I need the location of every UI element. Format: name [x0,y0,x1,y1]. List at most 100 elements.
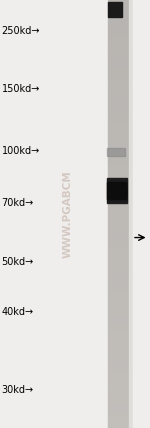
Bar [108,64,131,66]
Bar [108,103,131,105]
Bar [108,178,131,180]
Bar [108,111,131,113]
Bar [108,280,131,282]
Bar [107,148,125,156]
Bar [108,381,131,383]
Bar [108,36,131,39]
Bar [108,357,131,360]
Bar [108,17,131,19]
Bar [108,68,131,71]
Bar [108,197,131,199]
Bar [107,198,127,199]
Bar [108,96,131,98]
Bar [107,199,127,200]
Text: 250kd→: 250kd→ [2,26,40,36]
Bar [108,293,131,295]
Bar [108,330,131,332]
Bar [129,0,131,428]
Bar [108,0,131,2]
Bar [108,362,131,364]
Bar [107,185,127,186]
Bar [108,334,131,336]
Bar [108,379,131,381]
Bar [107,186,127,187]
Bar [108,39,131,41]
Bar [108,231,131,233]
Bar [108,338,131,340]
Bar [107,188,127,189]
Bar [108,2,131,4]
Bar [108,58,131,60]
Bar [108,30,131,32]
Bar [108,21,131,24]
Bar [108,150,131,152]
Bar [108,62,131,64]
Bar [108,203,131,205]
Bar [108,131,131,133]
Bar [108,259,131,261]
Bar [108,190,131,193]
Bar [108,419,131,422]
Bar [108,424,131,426]
Text: 100kd→: 100kd→ [2,146,40,156]
Bar [108,400,131,402]
Bar [108,360,131,362]
Bar [108,336,131,338]
Bar [108,413,131,415]
Bar [108,83,131,86]
Bar [108,171,131,173]
Bar [108,188,131,190]
Bar [108,173,131,175]
Bar [108,289,131,291]
Bar [108,43,131,45]
Bar [108,146,131,148]
Bar [108,109,131,111]
Bar [108,248,131,250]
Bar [108,101,131,103]
Bar [108,240,131,242]
Bar [108,300,131,302]
Bar [108,180,131,182]
Bar [108,148,131,150]
Bar [108,355,131,357]
Bar [108,124,131,126]
Bar [108,218,131,220]
Bar [108,287,131,289]
Bar [108,368,131,370]
Bar [108,268,131,270]
Bar [108,133,131,135]
Bar [107,190,127,191]
Bar [108,47,131,49]
Bar [108,169,131,171]
Bar [108,141,131,143]
Bar [108,387,131,389]
Bar [108,182,131,184]
Bar [108,225,131,227]
Bar [108,229,131,231]
Bar [108,79,131,81]
Bar [108,49,131,51]
Bar [108,415,131,417]
Bar [107,182,126,199]
Bar [108,128,131,131]
Bar [107,178,127,179]
Bar [107,187,127,188]
Bar [108,238,131,240]
Bar [108,374,131,377]
Bar [108,54,131,56]
Bar [108,342,131,345]
Bar [107,202,127,203]
Bar [107,183,127,184]
Bar [108,71,131,73]
Bar [108,308,131,310]
Bar [107,192,127,193]
Bar [108,223,131,225]
Bar [108,4,131,6]
Bar [108,304,131,306]
Bar [108,175,131,178]
Bar [108,205,131,208]
Bar [108,227,131,229]
Bar [108,113,131,116]
Bar [108,383,131,385]
Bar [108,426,131,428]
